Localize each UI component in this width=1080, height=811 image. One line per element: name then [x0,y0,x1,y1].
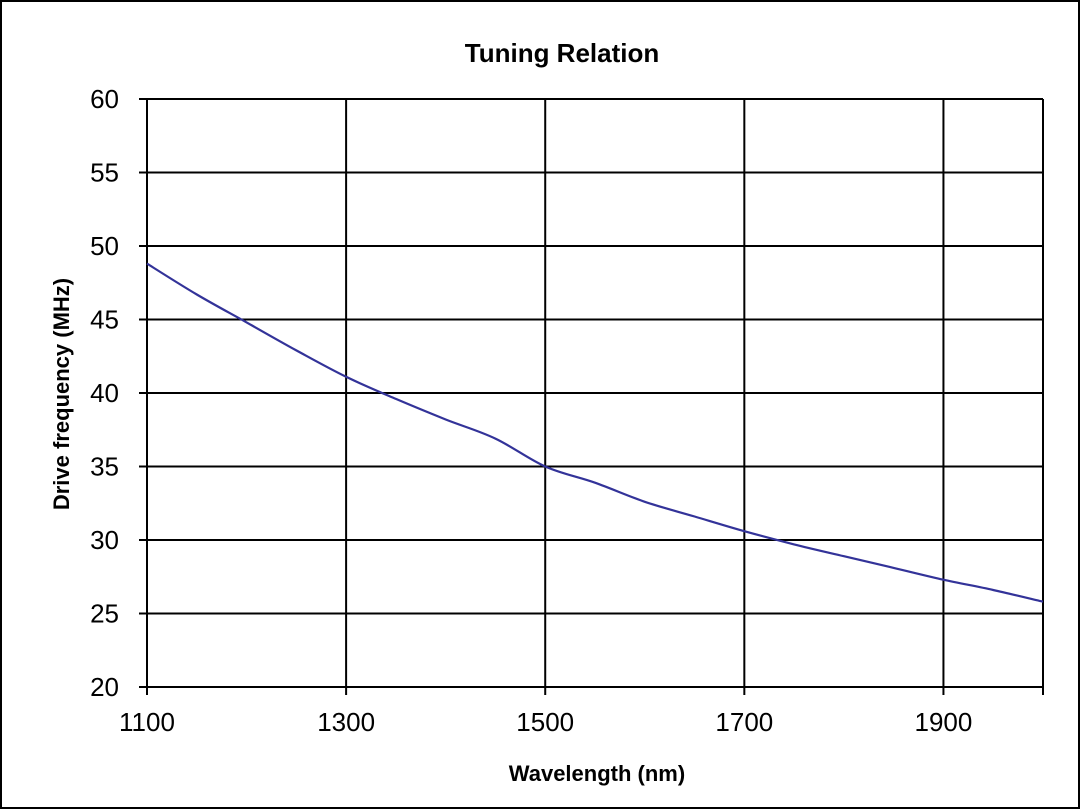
chart-title: Tuning Relation [465,38,660,68]
x-tick-label: 1100 [119,707,175,737]
series-layer [146,262,1044,603]
grid-layer [139,98,1044,695]
x-tick-label: 1300 [317,707,375,737]
tick-layer: 20 25 30 35 40 45 50 55 60 1100 1300 1500 1700 1900 [90,84,972,737]
x-tick-label: 1900 [915,707,973,737]
y-tick-label: 55 [90,158,119,188]
x-tick-label: 1500 [516,707,574,737]
y-tick-label: 50 [90,231,119,261]
y-tick-label: 35 [90,452,119,482]
x-axis-title: Wavelength (nm) [509,761,685,786]
y-tick-label: 40 [90,378,119,408]
series-line [146,262,1044,603]
y-tick-label: 25 [90,599,119,629]
x-tick-label: 1700 [715,707,773,737]
y-tick-label: 45 [90,305,119,335]
y-tick-label: 20 [90,672,119,702]
y-tick-label: 30 [90,525,119,555]
y-tick-label: 60 [90,84,119,114]
y-axis-title: Drive frequency (MHz) [49,278,74,510]
